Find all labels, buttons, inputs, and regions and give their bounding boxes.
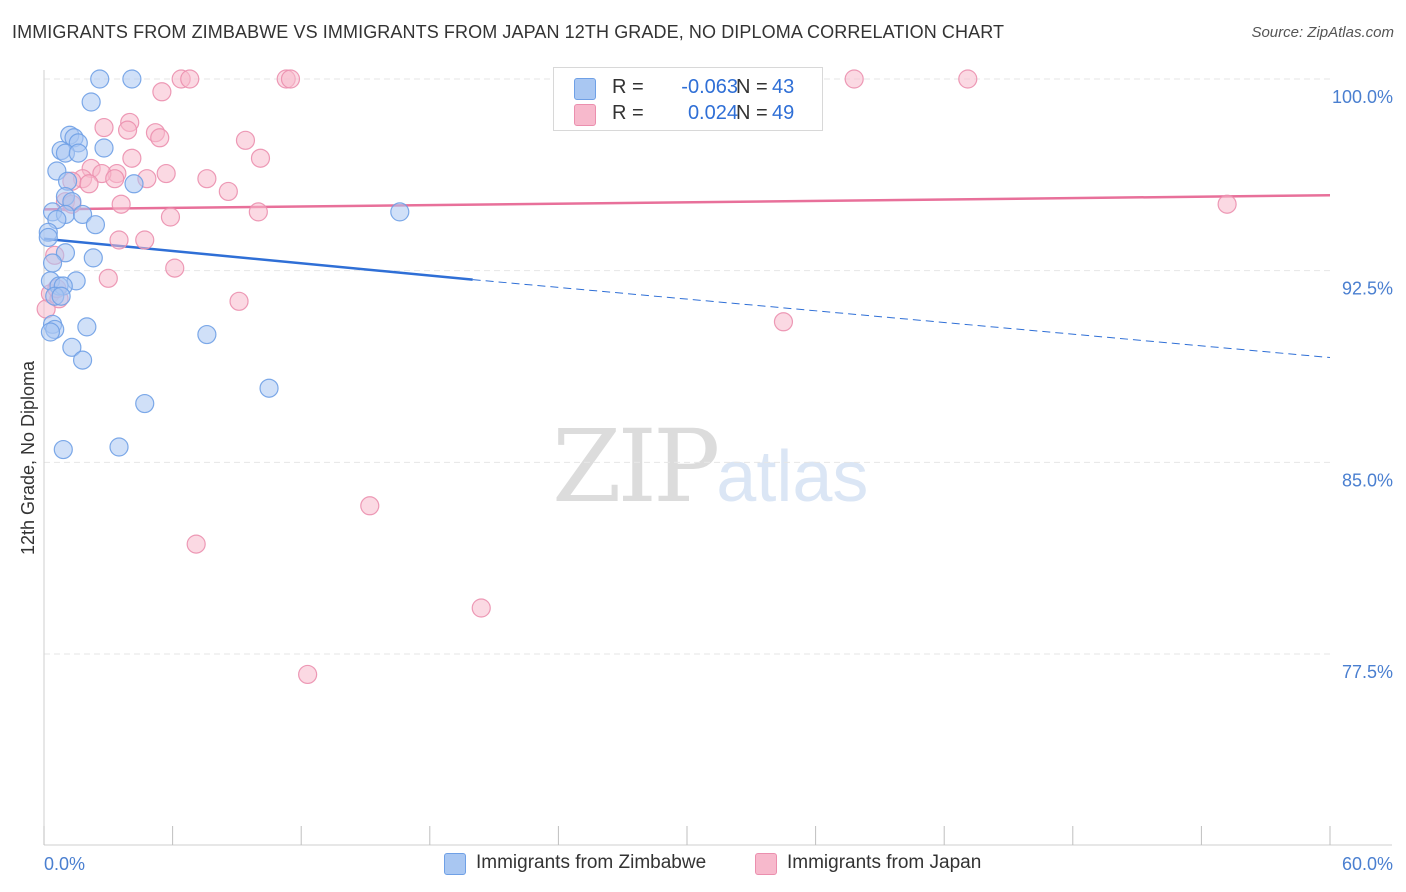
point-japan (186, 534, 206, 554)
point-zimbabwe (109, 437, 129, 457)
y-tick-label: 77.5% (1342, 662, 1393, 682)
point-japan (156, 163, 176, 184)
point-zimbabwe (55, 243, 76, 263)
axis-labels: 100.0% 92.5% 85.0% 77.5% 0.0% 60.0% 12th Grade… (18, 87, 1393, 874)
correlation-legend: R = -0.063 N = 43 R = 0.024 N = 49 (553, 67, 823, 131)
point-zimbabwe (42, 253, 63, 273)
point-zimbabwe (390, 202, 410, 222)
point-zimbabwe (68, 143, 88, 163)
point-japan (773, 312, 794, 332)
legend-n-label: N = (736, 76, 768, 98)
bottom-legend-swatch-zimbabwe (444, 853, 466, 875)
point-zimbabwe (94, 138, 114, 158)
point-japan (250, 148, 271, 168)
point-zimbabwe (72, 350, 93, 370)
point-japan (79, 174, 99, 194)
point-zimbabwe (51, 286, 71, 306)
point-japan (150, 128, 170, 148)
legend-r-label: R = (612, 102, 644, 124)
point-japan (1217, 194, 1237, 214)
point-japan (235, 130, 256, 150)
point-zimbabwe (90, 69, 110, 89)
legend-r-value: -0.063 (681, 76, 738, 98)
point-japan (94, 117, 114, 138)
legend-r-value: 0.024 (687, 102, 738, 124)
y-tick-label: 92.5% (1342, 279, 1393, 299)
trend-line-zimbabwe-projection (472, 279, 1331, 359)
chart-title: IMMIGRANTS FROM ZIMBABWE VS IMMIGRANTS F… (12, 22, 1005, 42)
point-japan (160, 207, 181, 227)
legend-n-label: N = (736, 102, 768, 124)
point-japan (111, 194, 131, 214)
trend-line-japan (43, 194, 1331, 211)
point-zimbabwe (124, 174, 144, 194)
point-zimbabwe (197, 324, 217, 345)
point-zimbabwe (122, 69, 142, 89)
bottom-legend-label-zimbabwe: Immigrants from Zimbabwe (476, 852, 707, 873)
point-japan (165, 258, 185, 278)
point-japan (117, 120, 138, 140)
point-japan (109, 230, 129, 250)
legend-n-value: 49 (772, 102, 795, 124)
point-japan (180, 69, 200, 89)
point-zimbabwe (81, 92, 101, 112)
watermark-atlas: atlas (716, 437, 869, 517)
y-tick-label: 85.0% (1342, 470, 1393, 490)
y-tick-label: 100.0% (1332, 87, 1393, 107)
point-japan (152, 82, 172, 102)
point-zimbabwe (259, 378, 279, 398)
point-japan (248, 202, 268, 222)
point-zimbabwe (72, 204, 93, 225)
legend-swatch-japan (574, 104, 596, 126)
point-japan (122, 148, 142, 168)
point-zimbabwe (40, 322, 61, 342)
point-japan (958, 69, 978, 89)
point-japan (360, 496, 380, 516)
point-japan (471, 598, 491, 618)
point-zimbabwe (83, 248, 103, 268)
watermark-zip: ZIP (552, 408, 720, 525)
point-japan (229, 291, 249, 311)
bottom-legend-label-japan: Immigrants from Japan (787, 852, 982, 873)
x-tick-label: 0.0% (44, 854, 85, 874)
point-japan (298, 664, 318, 685)
point-japan (197, 169, 217, 189)
y-axis-label: 12th Grade, No Diploma (18, 360, 38, 555)
grid-lines (44, 78, 1330, 655)
point-zimbabwe (135, 393, 155, 414)
point-zimbabwe (38, 227, 58, 248)
legend-n-value: 43 (772, 76, 795, 98)
point-zimbabwe (77, 317, 97, 337)
legend-r-label: R = (612, 76, 644, 98)
point-japan (218, 181, 238, 202)
point-japan (105, 169, 125, 189)
legend-swatch-zimbabwe (574, 78, 596, 100)
source-label: Source: ZipAtlas.com (1251, 24, 1394, 41)
point-japan (98, 268, 118, 288)
axes (43, 70, 1392, 846)
bottom-legend-swatch-japan (755, 853, 777, 875)
point-zimbabwe (53, 439, 73, 460)
point-zimbabwe (85, 215, 106, 235)
point-japan (135, 230, 155, 250)
x-tick-label: 60.0% (1342, 854, 1393, 874)
point-japan (280, 69, 301, 89)
watermark: ZIPatlas (552, 408, 868, 525)
trend-lines (43, 194, 1331, 359)
point-japan (844, 69, 864, 89)
point-zimbabwe (62, 337, 82, 357)
data-points (36, 69, 1237, 685)
